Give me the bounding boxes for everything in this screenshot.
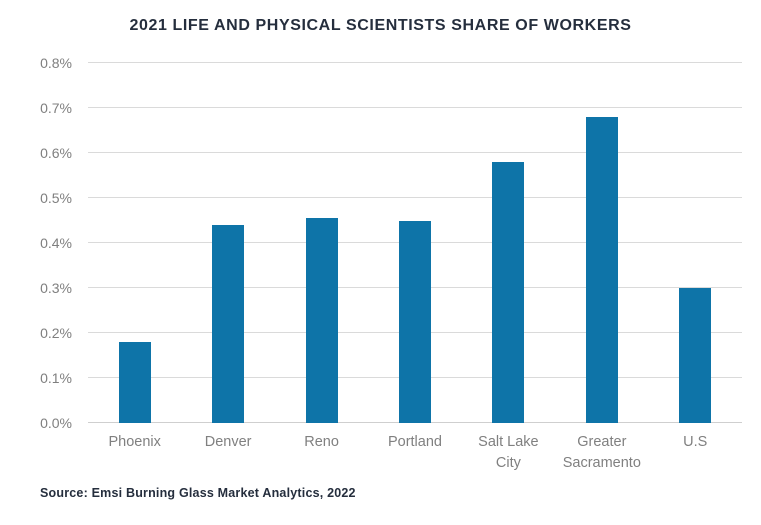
y-tick-label: 0.3% — [40, 280, 72, 296]
chart-title: 2021 LIFE AND PHYSICAL SCIENTISTS SHARE … — [129, 17, 632, 34]
y-tick-label: 0.2% — [40, 325, 72, 341]
x-tick-label: Reno — [304, 434, 339, 450]
source-note: Source: Emsi Burning Glass Market Analyt… — [40, 486, 356, 500]
bar-slot — [88, 63, 181, 423]
x-tick-label: Salt Lake City — [478, 434, 539, 471]
y-tick-label: 0.6% — [40, 145, 72, 161]
bar-slot — [368, 63, 461, 423]
bar-salt-lake-city — [492, 162, 525, 423]
bar-slot — [275, 63, 368, 423]
y-axis: 0.0% 0.1% 0.2% 0.3% 0.4% 0.5% 0.6% 0.7% 0.8% — [0, 55, 80, 431]
plot-area — [88, 62, 742, 423]
gridline — [88, 152, 742, 153]
x-tick-label: Greater Sacramento — [562, 434, 641, 471]
bar-slot — [649, 63, 742, 423]
bar-u-s — [679, 288, 712, 423]
y-tick-label: 0.1% — [40, 370, 72, 386]
gridline — [88, 107, 742, 108]
y-tick-label: 0.0% — [40, 415, 72, 431]
bar-series — [88, 63, 742, 423]
bar-phoenix — [118, 342, 151, 423]
x-tick-label: Phoenix — [108, 434, 161, 450]
y-tick-label: 0.7% — [40, 100, 72, 116]
bar-slot — [555, 63, 648, 423]
bar-greater-sacramento — [585, 117, 618, 423]
bar-denver — [212, 225, 245, 423]
x-tick-label: Denver — [204, 434, 252, 450]
gridline — [88, 197, 742, 198]
y-tick-label: 0.4% — [40, 235, 72, 251]
bar-portland — [398, 220, 431, 423]
y-tick-label: 0.8% — [40, 55, 72, 71]
x-axis: Phoenix Denver Reno Portland Salt Lake City G… — [88, 432, 742, 474]
bar-reno — [305, 218, 338, 423]
x-tick-label: Portland — [387, 434, 442, 450]
y-tick-label: 0.5% — [40, 190, 72, 206]
gridline — [88, 62, 742, 63]
x-tick-label: U.S — [683, 434, 708, 450]
bar-slot — [181, 63, 274, 423]
bar-slot — [462, 63, 555, 423]
